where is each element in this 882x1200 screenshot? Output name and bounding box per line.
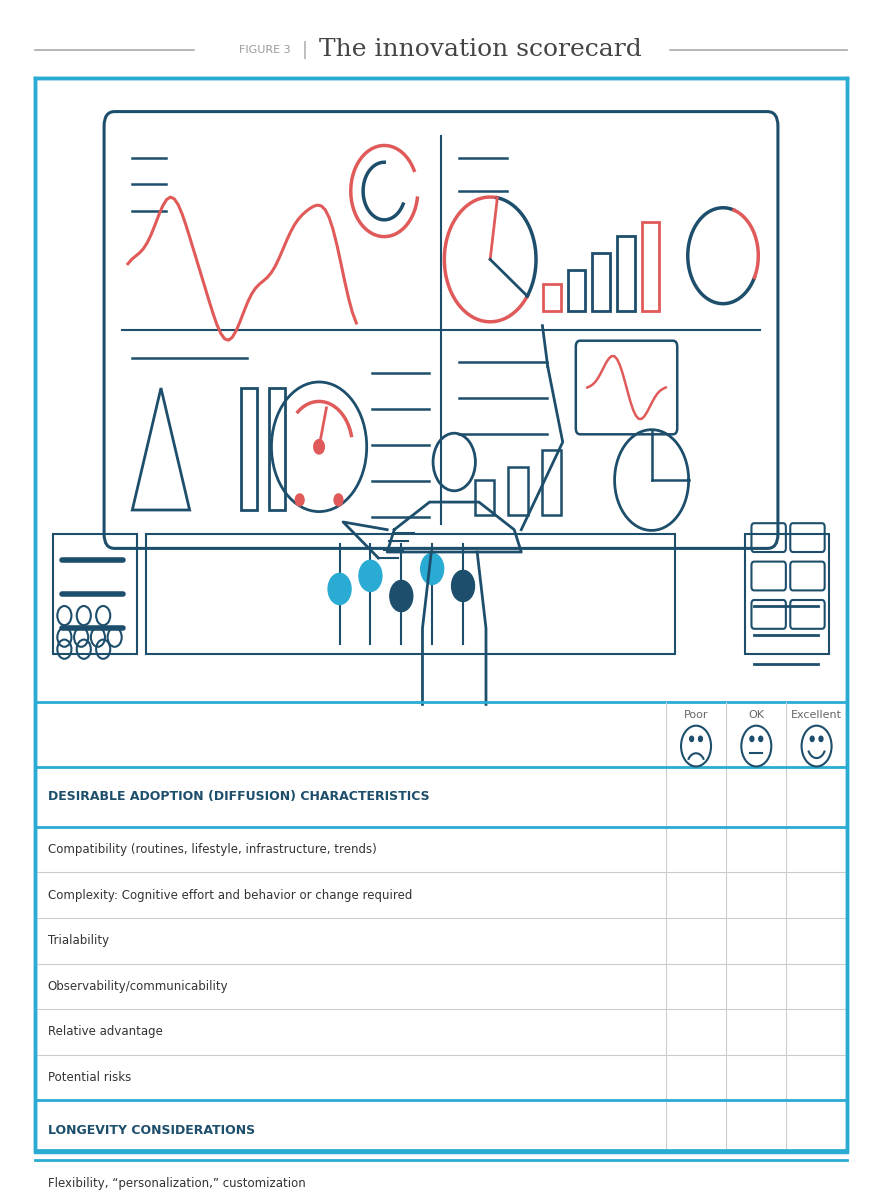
FancyBboxPatch shape xyxy=(576,341,677,434)
Circle shape xyxy=(750,737,754,742)
Circle shape xyxy=(811,737,814,742)
Bar xyxy=(617,236,635,311)
Bar xyxy=(642,222,660,311)
Bar xyxy=(745,534,829,654)
Bar xyxy=(242,388,258,510)
Circle shape xyxy=(295,494,304,506)
Text: Trialability: Trialability xyxy=(48,935,108,947)
Circle shape xyxy=(699,737,702,742)
Circle shape xyxy=(328,574,351,605)
Circle shape xyxy=(359,560,382,592)
Circle shape xyxy=(390,581,413,612)
Circle shape xyxy=(334,494,343,506)
Bar xyxy=(568,270,586,311)
Text: Flexibility, “personalization,” customization: Flexibility, “personalization,” customiz… xyxy=(48,1177,305,1189)
Circle shape xyxy=(452,570,475,601)
Text: Compatibility (routines, lifestyle, infrastructure, trends): Compatibility (routines, lifestyle, infr… xyxy=(48,844,377,856)
Circle shape xyxy=(819,737,823,742)
Text: Relative advantage: Relative advantage xyxy=(48,1026,162,1038)
Circle shape xyxy=(314,439,325,454)
Text: Observability/communicability: Observability/communicability xyxy=(48,980,228,992)
Bar xyxy=(269,388,285,510)
Text: Poor: Poor xyxy=(684,710,708,720)
Text: The innovation scorecard: The innovation scorecard xyxy=(319,38,642,61)
Bar xyxy=(146,534,675,654)
Bar xyxy=(53,534,137,654)
Bar xyxy=(508,467,527,515)
FancyBboxPatch shape xyxy=(104,112,778,548)
Text: FIGURE 3: FIGURE 3 xyxy=(239,44,291,55)
Text: DESIRABLE ADOPTION (DIFFUSION) CHARACTERISTICS: DESIRABLE ADOPTION (DIFFUSION) CHARACTER… xyxy=(48,791,430,803)
Text: |: | xyxy=(302,41,307,59)
Text: Complexity: Cognitive effort and behavior or change required: Complexity: Cognitive effort and behavio… xyxy=(48,889,412,901)
Circle shape xyxy=(759,737,763,742)
Bar xyxy=(542,450,561,515)
Bar xyxy=(543,284,561,311)
Circle shape xyxy=(421,553,444,584)
Bar xyxy=(475,480,494,515)
Text: Potential risks: Potential risks xyxy=(48,1072,131,1084)
Circle shape xyxy=(690,737,693,742)
Text: OK: OK xyxy=(748,710,765,720)
Text: Excellent: Excellent xyxy=(791,710,842,720)
Bar xyxy=(593,253,610,311)
Text: LONGEVITY CONSIDERATIONS: LONGEVITY CONSIDERATIONS xyxy=(48,1124,255,1136)
FancyBboxPatch shape xyxy=(35,78,847,1152)
